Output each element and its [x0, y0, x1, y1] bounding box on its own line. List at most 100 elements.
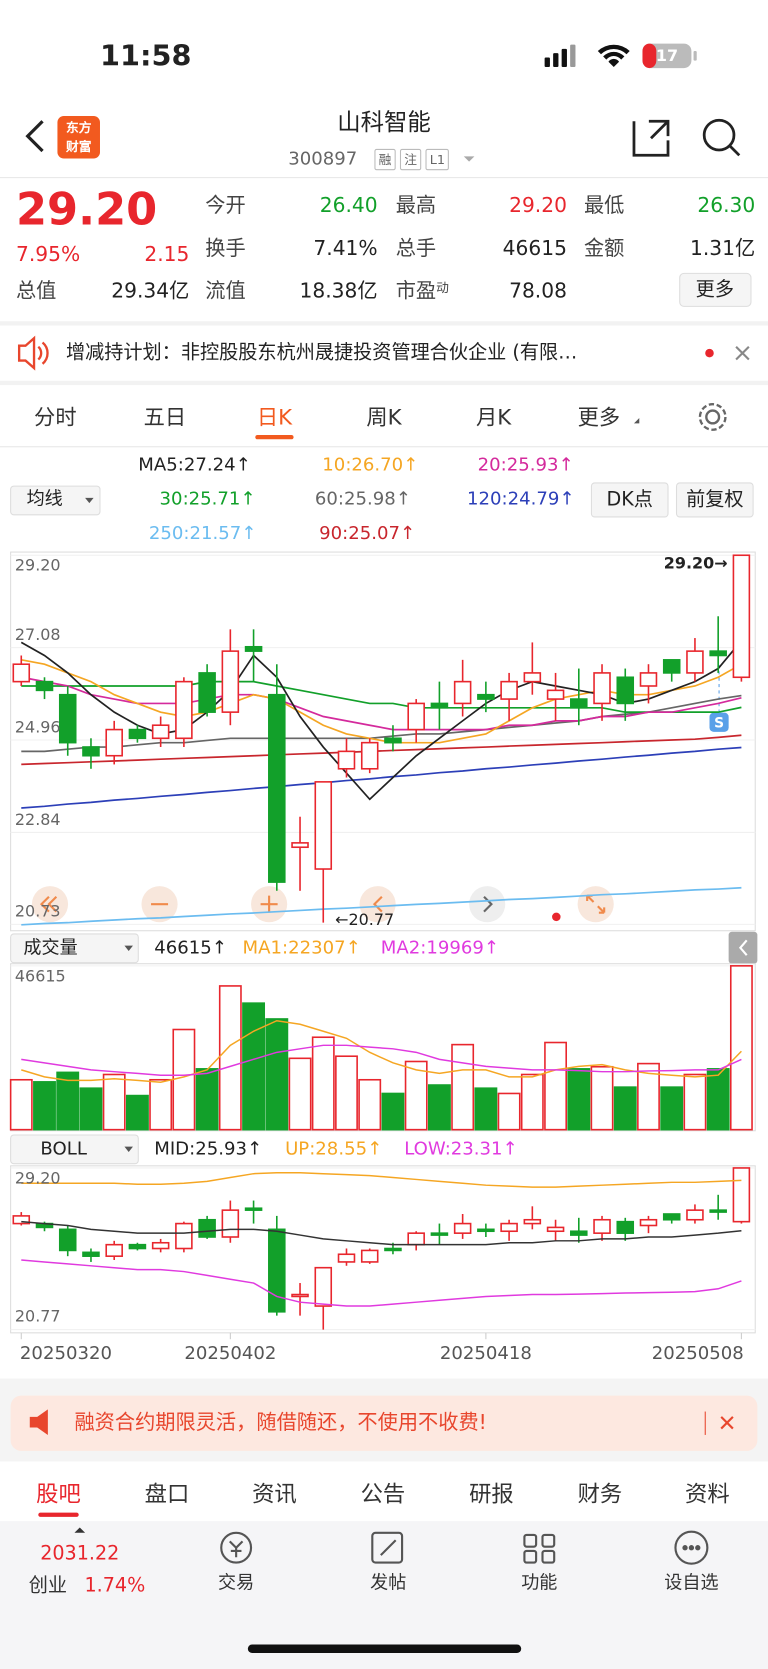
period-tab[interactable]: 周K	[366, 404, 402, 430]
adjust-button[interactable]	[675, 482, 754, 518]
ma-legend: 10:26.70↑	[322, 454, 419, 477]
candle-body	[546, 1226, 565, 1233]
indicator-line	[21, 886, 742, 926]
candle-body	[175, 680, 193, 740]
index-pct: 1.74%	[84, 1574, 146, 1597]
candle-body	[291, 1293, 309, 1298]
back-button[interactable]	[25, 120, 44, 153]
indicator-select-label[interactable]: 均线	[26, 488, 63, 511]
volume-bar	[683, 1073, 707, 1131]
candle-body	[500, 1222, 518, 1233]
field-value: 1.31亿	[690, 236, 756, 261]
volume-bar	[451, 1043, 475, 1131]
boll-frame	[10, 1165, 756, 1334]
more-button-label[interactable]: 更多	[695, 278, 734, 302]
indicator-select[interactable]	[10, 485, 101, 516]
section-tab[interactable]: 财务	[577, 1481, 623, 1507]
field-label: 总值	[15, 279, 57, 303]
section-tab[interactable]: 研报	[469, 1481, 514, 1507]
candle-body	[58, 693, 77, 744]
candle-body	[175, 1222, 193, 1250]
y-tick-label: 20.77	[14, 1306, 61, 1326]
indicator-line	[21, 680, 742, 714]
indicator-line	[21, 1259, 742, 1307]
adjust-button-label[interactable]: 前复权	[686, 488, 744, 511]
notice-text[interactable]: 增减持计划：非控股股东杭州晟捷投资管理合伙企业 (有限…	[65, 341, 578, 364]
select-arrow	[85, 497, 94, 504]
dk-button[interactable]	[590, 482, 669, 518]
candle-body	[500, 680, 518, 700]
x-tick-label: 20250418	[439, 1342, 532, 1365]
more-button[interactable]	[679, 272, 752, 307]
candle-body	[198, 1218, 216, 1238]
nav-item[interactable]: 交易	[218, 1572, 255, 1594]
candle-body	[268, 693, 286, 883]
megaphone-icon	[29, 1409, 48, 1435]
nav-icons	[220, 1530, 709, 1565]
section-tab[interactable]: 公告	[360, 1481, 406, 1507]
dk-button-label[interactable]: DK点	[606, 488, 653, 511]
more-arrow	[633, 418, 640, 424]
candle-body	[268, 1228, 286, 1313]
logo-text: 财富	[65, 139, 92, 155]
boll-select[interactable]	[10, 1134, 139, 1165]
period-tab[interactable]: 更多	[577, 404, 621, 430]
candle-body	[337, 1253, 356, 1263]
field-value: 29.34亿	[111, 279, 190, 303]
volume-select[interactable]	[10, 933, 139, 964]
nav-item[interactable]: 功能	[521, 1572, 558, 1594]
candle-body	[686, 650, 704, 674]
period-tab[interactable]: 月K	[475, 404, 512, 430]
ma-legend: 120:24.79↑	[466, 488, 575, 511]
candle-body	[128, 728, 147, 740]
volume-bar	[567, 1068, 591, 1131]
volume-bar	[660, 1086, 684, 1131]
candle-body	[477, 1228, 495, 1233]
indicator-line	[21, 734, 742, 766]
nav-item[interactable]: 设自选	[664, 1572, 719, 1594]
volume-bar	[79, 1087, 103, 1131]
share-button[interactable]	[632, 119, 670, 157]
section-tab[interactable]: 股吧	[36, 1481, 81, 1507]
candle-body	[35, 680, 54, 692]
volume-select-label[interactable]: 成交量	[23, 937, 78, 959]
collapse-button[interactable]	[728, 931, 758, 964]
field-value: 29.20	[509, 194, 567, 218]
indicator-line	[21, 1044, 742, 1076]
candle-body	[662, 1213, 681, 1221]
volume-bar	[358, 1078, 382, 1131]
settings-button[interactable]	[698, 403, 727, 431]
period-tab[interactable]: 五日	[143, 404, 187, 430]
volume-legend: MA2:19969↑	[380, 937, 500, 959]
section-tab[interactable]: 资讯	[252, 1481, 297, 1507]
close-button[interactable]	[735, 346, 750, 361]
y-tick-label: 24.96	[14, 717, 61, 737]
battery-level: 17	[655, 46, 679, 66]
candle-body	[430, 1232, 449, 1236]
speaker-icon	[17, 335, 49, 371]
candle-body	[105, 728, 123, 757]
candle-body	[732, 1167, 751, 1223]
volume-bar	[172, 1028, 196, 1131]
boll-select-label[interactable]: BOLL	[40, 1138, 87, 1160]
section-tab[interactable]: 盘口	[144, 1481, 190, 1507]
period-tab[interactable]: 日K	[256, 404, 293, 430]
candle-body	[384, 737, 402, 744]
section-tab[interactable]: 资料	[685, 1481, 730, 1507]
candle-body	[221, 1209, 240, 1238]
ma-legend: 20:25.93↑	[477, 454, 574, 477]
ad-text[interactable]: 融资合约期限灵活，随借随还，不使用不收费!	[74, 1411, 487, 1435]
period-tab[interactable]: 分时	[34, 404, 77, 430]
ad-banner[interactable]	[10, 1395, 758, 1451]
candle-body	[151, 1241, 170, 1250]
dropdown-arrow[interactable]	[463, 156, 475, 162]
volume-bar	[427, 1084, 451, 1131]
ad-close[interactable]	[720, 1416, 734, 1430]
field-value: 26.30	[697, 194, 756, 218]
boll-legend: UP:28.55↑	[285, 1138, 383, 1160]
field-label: 流值	[205, 279, 246, 303]
candle-body	[430, 702, 449, 709]
nav-item[interactable]: 发帖	[370, 1572, 407, 1594]
search-button[interactable]	[702, 118, 741, 157]
candle-body	[82, 746, 100, 757]
